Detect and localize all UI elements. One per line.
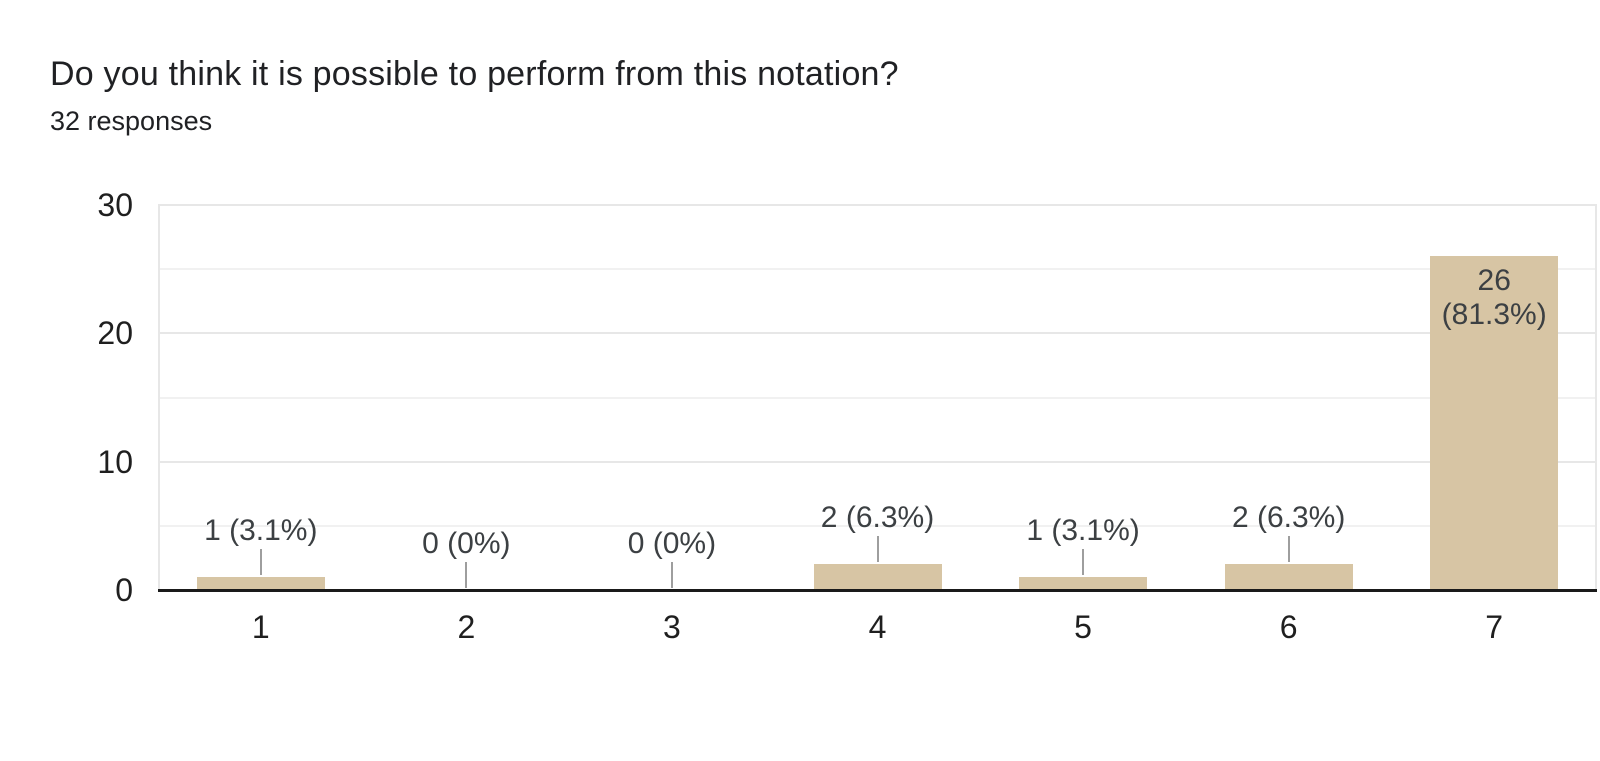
y-gridline [158,204,1597,206]
x-axis-tick-label: 2 [457,609,476,645]
bar-value-label: 2 (6.3%) [1231,501,1346,535]
y-gridline [158,332,1597,335]
annotation-leader-line [876,536,879,563]
x-axis-tick-label: 5 [1074,609,1092,645]
plot-right-border [1595,205,1597,590]
bar-value-label: 0 (0%) [422,527,511,560]
x-axis-baseline [158,589,1597,592]
response-count: 32 responses [50,106,213,136]
annotation-leader-line [1287,536,1290,563]
annotation-leader-line [670,562,673,588]
y-gridline [158,460,1597,463]
y-gridline [158,524,1597,527]
x-axis-tick-label: 6 [1279,609,1298,645]
x-axis-tick-label: 1 [251,609,270,645]
bar-category-6[interactable] [1224,564,1353,590]
bar-category-1[interactable] [196,577,325,590]
y-gridline [158,396,1597,399]
bar-category-5[interactable] [1019,577,1148,590]
x-axis-tick-label: 7 [1485,609,1504,645]
annotation-leader-line [1082,549,1085,576]
bar-value-label: 0 (0%) [627,527,717,560]
x-axis-tick-label: 4 [868,609,887,645]
question-title: Do you think it is possible to perform f… [50,55,899,93]
bar-value-label: 1 (3.1%) [204,514,318,548]
bar-value-label: 1 (3.1%) [1026,514,1140,548]
annotation-leader-line [465,562,468,588]
y-gridline [158,268,1597,271]
y-axis-tick-label: 10 [97,443,133,480]
bar-value-label: 26 (81.3%) [1441,264,1547,332]
bar-category-4[interactable] [813,564,942,590]
annotation-leader-line [259,549,262,576]
y-axis-tick-label: 20 [97,315,133,352]
x-axis-tick-label: 3 [663,609,681,645]
bar-category-7[interactable] [1430,256,1559,590]
plot-left-border [158,205,160,590]
y-axis-tick-label: 0 [115,572,133,608]
y-axis-tick-label: 30 [97,187,133,223]
bar-value-label: 2 (6.3%) [820,501,935,535]
